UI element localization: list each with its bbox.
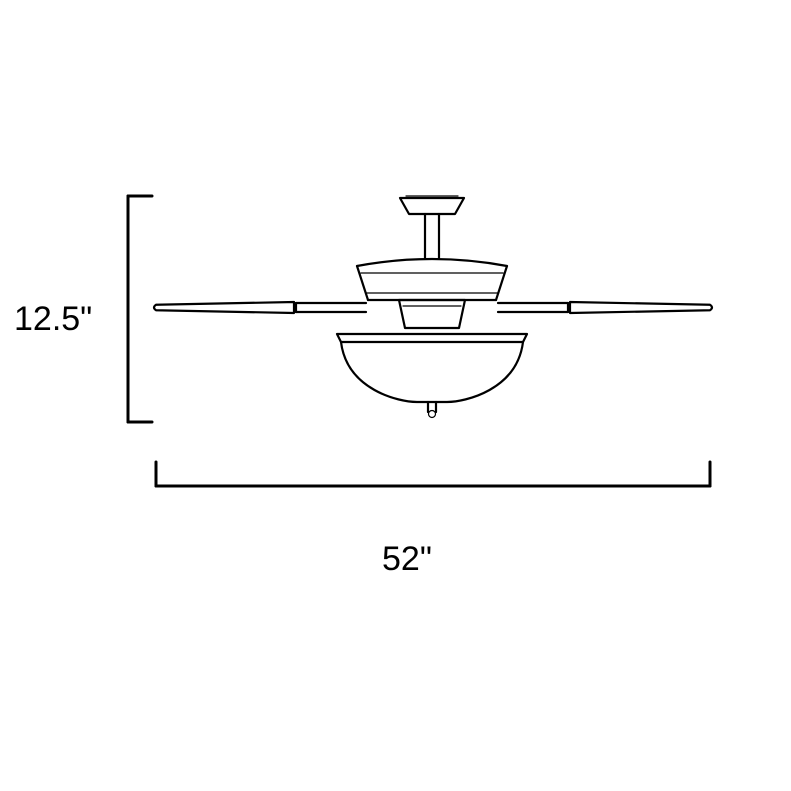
fan-dimension-diagram xyxy=(0,0,791,791)
height-dimension-label: 12.5" xyxy=(14,300,92,339)
width-dimension-label: 52" xyxy=(382,540,432,579)
